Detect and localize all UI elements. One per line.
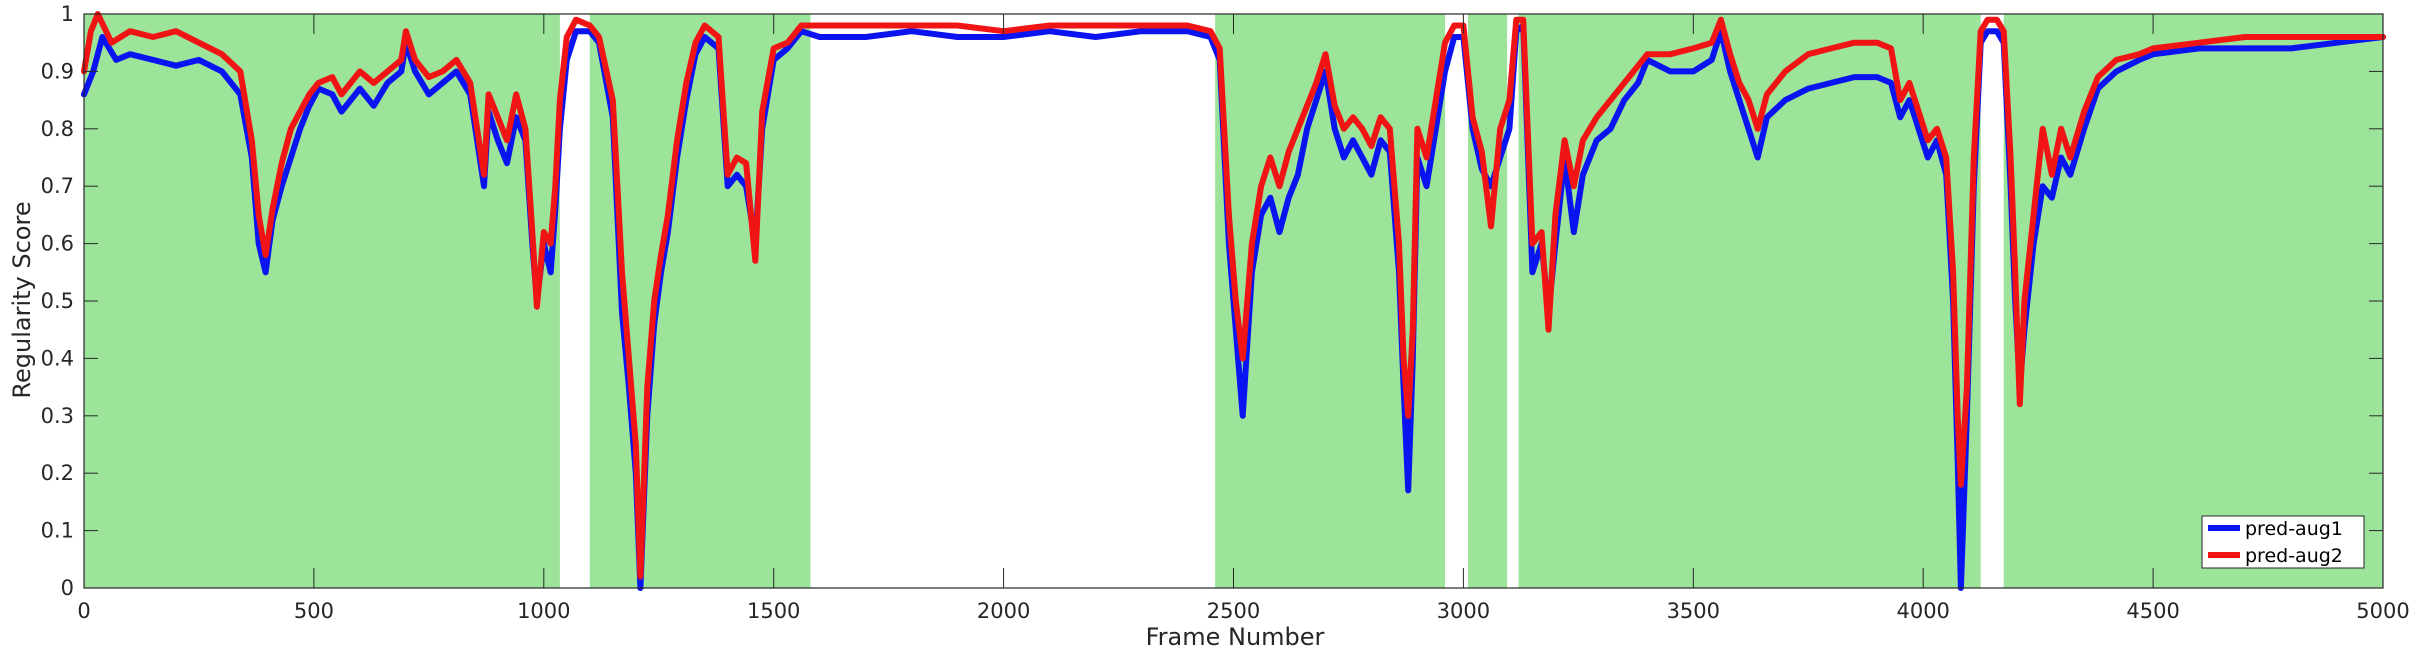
- shaded-interval-0: [84, 14, 560, 588]
- x-tick-label: 1000: [517, 599, 570, 623]
- legend: pred-aug1 pred-aug2: [2201, 515, 2365, 569]
- x-tick-label: 4500: [2126, 599, 2179, 623]
- legend-box: [2201, 515, 2365, 569]
- series-line-pred-aug2: [81, 11, 2386, 580]
- x-tick-label: 5000: [2356, 599, 2409, 623]
- y-tick-label: 0: [61, 576, 74, 600]
- x-tick-label: 500: [294, 599, 334, 623]
- x-tick-label: 4000: [1896, 599, 1949, 623]
- x-tick-label: 3500: [1667, 599, 1720, 623]
- x-tick-label: 3000: [1437, 599, 1490, 623]
- series-line-pred-aug1: [81, 22, 2386, 591]
- y-axis-label: Regularity Score: [8, 201, 36, 398]
- series-lines: [81, 11, 2386, 591]
- y-axis-ticks: 0 0.1 0.2 0.3 0.4 0.5 0.6 0.7 0.8 0.9 1: [41, 2, 2383, 600]
- x-axis-label: Frame Number: [1146, 623, 1325, 651]
- x-tick-label: 2000: [977, 599, 1030, 623]
- y-tick-label: 0.9: [41, 59, 74, 83]
- y-tick-label: 1: [61, 2, 74, 26]
- x-axis-ticks: 0 500 1000 1500 2000 2500 3000 3500 4000 4500 5000: [77, 14, 2410, 623]
- y-tick-label: 0.4: [41, 346, 74, 370]
- y-tick-label: 0.3: [41, 404, 74, 428]
- shaded-interval-5: [2003, 14, 2383, 588]
- x-tick-label: 0: [77, 599, 90, 623]
- y-tick-label: 0.2: [41, 461, 74, 485]
- x-tick-label: 1500: [747, 599, 800, 623]
- y-tick-label: 0.8: [41, 117, 74, 141]
- y-tick-label: 0.7: [41, 174, 74, 198]
- y-tick-label: 0.5: [41, 289, 74, 313]
- y-tick-label: 0.1: [41, 519, 74, 543]
- y-tick-label: 0.6: [41, 232, 74, 256]
- legend-label-pred-aug1: pred-aug1: [2245, 518, 2343, 540]
- legend-label-pred-aug2: pred-aug2: [2245, 545, 2343, 567]
- x-tick-label: 2500: [1207, 599, 1260, 623]
